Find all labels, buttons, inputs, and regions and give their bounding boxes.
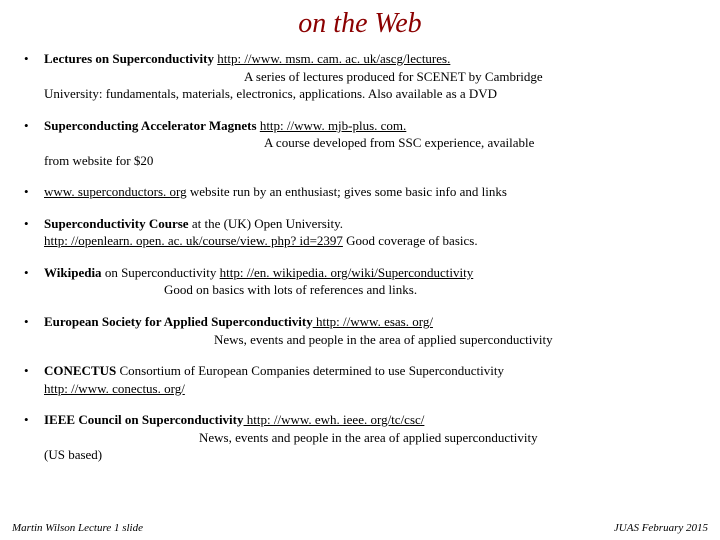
item-name: Superconducting Accelerator Magnets (44, 118, 257, 133)
list-item: • European Society for Applied Supercond… (20, 313, 700, 348)
item-name: European Society for Applied Superconduc… (44, 314, 313, 329)
item-link[interactable]: http: //www. esas. org/ (313, 314, 433, 329)
item-desc-tail: University: fundamentals, materials, ele… (44, 86, 497, 101)
item-name-after: at the (UK) Open University. (189, 216, 343, 231)
item-desc: News, events and people in the area of a… (44, 429, 700, 447)
list-item: • Wikipedia on Superconductivity http: /… (20, 264, 700, 299)
item-desc: website run by an enthusiast; gives some… (187, 184, 507, 199)
bullet: • (20, 264, 44, 282)
item-link[interactable]: www. superconductors. org (44, 184, 187, 199)
item-link[interactable]: http: //en. wikipedia. org/wiki/Supercon… (220, 265, 474, 280)
list-item: • CONECTUS Consortium of European Compan… (20, 362, 700, 397)
item-desc: News, events and people in the area of a… (44, 331, 700, 349)
item-name: Wikipedia (44, 265, 102, 280)
bullet: • (20, 50, 44, 68)
bullet: • (20, 215, 44, 233)
page-title: on the Web (0, 0, 720, 50)
item-name: CONECTUS (44, 363, 116, 378)
list-item: • Superconductivity Course at the (UK) O… (20, 215, 700, 250)
item-body: CONECTUS Consortium of European Companie… (44, 362, 700, 397)
list-item: • Lectures on Superconductivity http: //… (20, 50, 700, 103)
bullet: • (20, 183, 44, 201)
footer-left: Martin Wilson Lecture 1 slide (12, 522, 143, 534)
item-desc: A course developed from SSC experience, … (44, 134, 700, 152)
bullet: • (20, 362, 44, 380)
item-link[interactable]: http: //www. mjb-plus. com. (260, 118, 407, 133)
item-body: www. superconductors. org website run by… (44, 183, 700, 201)
item-desc: A series of lectures produced for SCENET… (44, 68, 700, 86)
item-body: European Society for Applied Superconduc… (44, 313, 700, 348)
item-link[interactable]: http: //openlearn. open. ac. uk/course/v… (44, 233, 343, 248)
item-link[interactable]: http: //www. msm. cam. ac. uk/ascg/lectu… (217, 51, 450, 66)
item-name: Lectures on Superconductivity (44, 51, 214, 66)
item-body: IEEE Council on Superconductivity http: … (44, 411, 700, 464)
item-desc-tail: from website for $20 (44, 153, 153, 168)
bullet: • (20, 117, 44, 135)
resource-list: • Lectures on Superconductivity http: //… (20, 50, 700, 464)
item-name: Superconductivity Course (44, 216, 189, 231)
item-body: Wikipedia on Superconductivity http: //e… (44, 264, 700, 299)
item-body: Lectures on Superconductivity http: //ww… (44, 50, 700, 103)
footer-right: JUAS February 2015 (614, 522, 708, 534)
item-desc-tail: (US based) (44, 447, 102, 462)
content-area: • Lectures on Superconductivity http: //… (0, 50, 720, 464)
list-item: • Superconducting Accelerator Magnets ht… (20, 117, 700, 170)
item-desc: Good coverage of basics. (343, 233, 478, 248)
list-item: • www. superconductors. org website run … (20, 183, 700, 201)
footer: Martin Wilson Lecture 1 slide JUAS Febru… (0, 522, 720, 534)
item-body: Superconductivity Course at the (UK) Ope… (44, 215, 700, 250)
item-link[interactable]: http: //www. ewh. ieee. org/tc/csc/ (244, 412, 425, 427)
bullet: • (20, 411, 44, 429)
list-item: • IEEE Council on Superconductivity http… (20, 411, 700, 464)
item-name-after: on Superconductivity (102, 265, 220, 280)
bullet: • (20, 313, 44, 331)
item-link[interactable]: http: //www. conectus. org/ (44, 381, 185, 396)
item-name-after: Consortium of European Companies determi… (116, 363, 504, 378)
item-desc: Good on basics with lots of references a… (44, 281, 700, 299)
item-name: IEEE Council on Superconductivity (44, 412, 244, 427)
item-body: Superconducting Accelerator Magnets http… (44, 117, 700, 170)
